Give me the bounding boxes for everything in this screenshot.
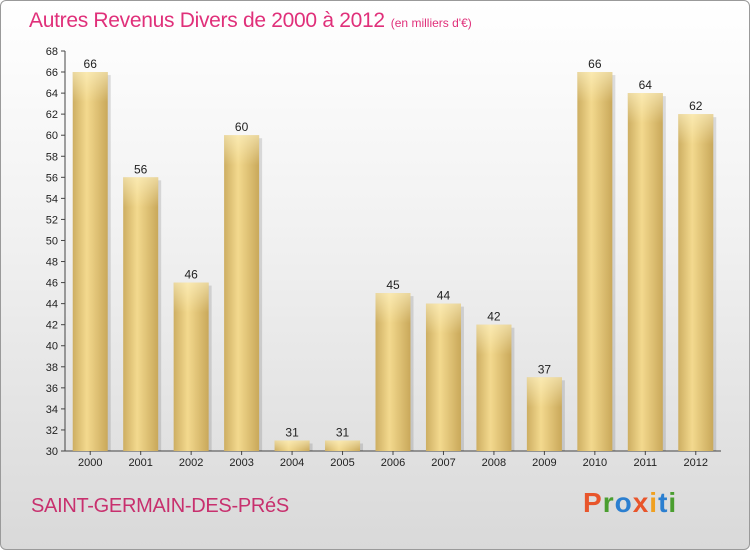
bar-2010 [577, 72, 613, 451]
chart-title: Autres Revenus Divers de 2000 à 2012 (en … [29, 9, 472, 33]
x-tick-label: 2008 [482, 457, 506, 469]
x-tick-label: 2007 [431, 457, 455, 469]
y-tick-label: 66 [46, 67, 58, 79]
value-label: 44 [437, 289, 451, 303]
y-tick-label: 46 [46, 278, 58, 290]
value-label: 62 [689, 99, 703, 113]
value-label: 31 [336, 425, 350, 439]
bar-highlight [678, 114, 714, 145]
y-tick-label: 62 [46, 109, 58, 121]
bar-highlight [425, 303, 461, 334]
logo-letter: t [658, 487, 669, 518]
x-tick-label: 2003 [229, 457, 253, 469]
bar-highlight [224, 135, 260, 166]
bar-highlight [577, 72, 613, 103]
y-tick-label: 36 [46, 383, 58, 395]
bar-2012 [678, 114, 714, 451]
y-tick-label: 48 [46, 257, 58, 269]
y-tick-label: 30 [46, 446, 58, 458]
y-tick-label: 52 [46, 214, 58, 226]
y-tick-label: 50 [46, 235, 58, 247]
value-label: 66 [588, 57, 602, 71]
bar-2003 [224, 135, 260, 452]
bars [72, 72, 717, 452]
logo-letter: o [614, 487, 633, 518]
bar-2000 [72, 72, 108, 451]
title-text: Autres Revenus Divers de 2000 à 2012 [29, 9, 385, 32]
x-tick-label: 2006 [381, 457, 405, 469]
x-tick-label: 2001 [128, 457, 152, 469]
logo-letter: r [602, 487, 615, 518]
x-tick-label: 2000 [78, 457, 102, 469]
y-tick-label: 68 [46, 46, 58, 58]
y-tick-label: 58 [46, 151, 58, 163]
bar-highlight [526, 377, 562, 408]
bar-highlight [476, 324, 512, 355]
y-tick-label: 40 [46, 341, 58, 353]
value-label: 45 [386, 278, 400, 292]
y-tick-label: 54 [46, 193, 58, 205]
proxiti-logo: Proxiti [583, 487, 677, 519]
y-tick-label: 32 [46, 425, 58, 437]
bar-highlight [72, 72, 108, 103]
bar-highlight [173, 282, 209, 313]
x-tick-label: 2012 [684, 457, 708, 469]
logo-letter: i [649, 487, 659, 518]
y-tick-label: 42 [46, 320, 58, 332]
value-label: 66 [84, 57, 98, 71]
y-tick-label: 64 [46, 88, 58, 100]
y-tick-label: 38 [46, 362, 58, 374]
y-tick-label: 44 [46, 299, 58, 311]
value-label: 56 [134, 162, 148, 176]
bar-2001 [123, 177, 159, 451]
bar-highlight [375, 293, 411, 324]
x-tick-label: 2010 [583, 457, 607, 469]
x-tick-label: 2002 [179, 457, 203, 469]
bar-2011 [627, 93, 663, 452]
logo-letter: x [632, 487, 650, 518]
bar-highlight [325, 440, 361, 451]
value-label: 46 [184, 268, 198, 282]
unit-note: (en milliers d'€) [390, 16, 472, 30]
x-tick-label: 2009 [532, 457, 556, 469]
bar-highlight [627, 93, 663, 124]
value-label: 31 [285, 425, 299, 439]
logo-letter: P [583, 487, 603, 518]
bar-highlight [123, 177, 159, 208]
value-labels: 66 56 46 60 31 31 45 44 42 37 66 64 62 [84, 57, 703, 439]
value-label: 42 [487, 310, 501, 324]
logo-letter: i [668, 487, 678, 518]
x-tick-label: 2011 [633, 457, 657, 469]
y-tick-label: 56 [46, 172, 58, 184]
value-label: 64 [639, 78, 653, 92]
y-tick-label: 34 [46, 404, 58, 416]
y-tick-label: 60 [46, 130, 58, 142]
bar-highlight [274, 440, 310, 451]
city-name: SAINT-GERMAIN-DES-PRéS [31, 495, 289, 517]
x-tick-label: 2004 [280, 457, 304, 469]
value-label: 37 [538, 362, 552, 376]
value-label: 60 [235, 120, 249, 134]
x-tick-label: 2005 [330, 457, 354, 469]
